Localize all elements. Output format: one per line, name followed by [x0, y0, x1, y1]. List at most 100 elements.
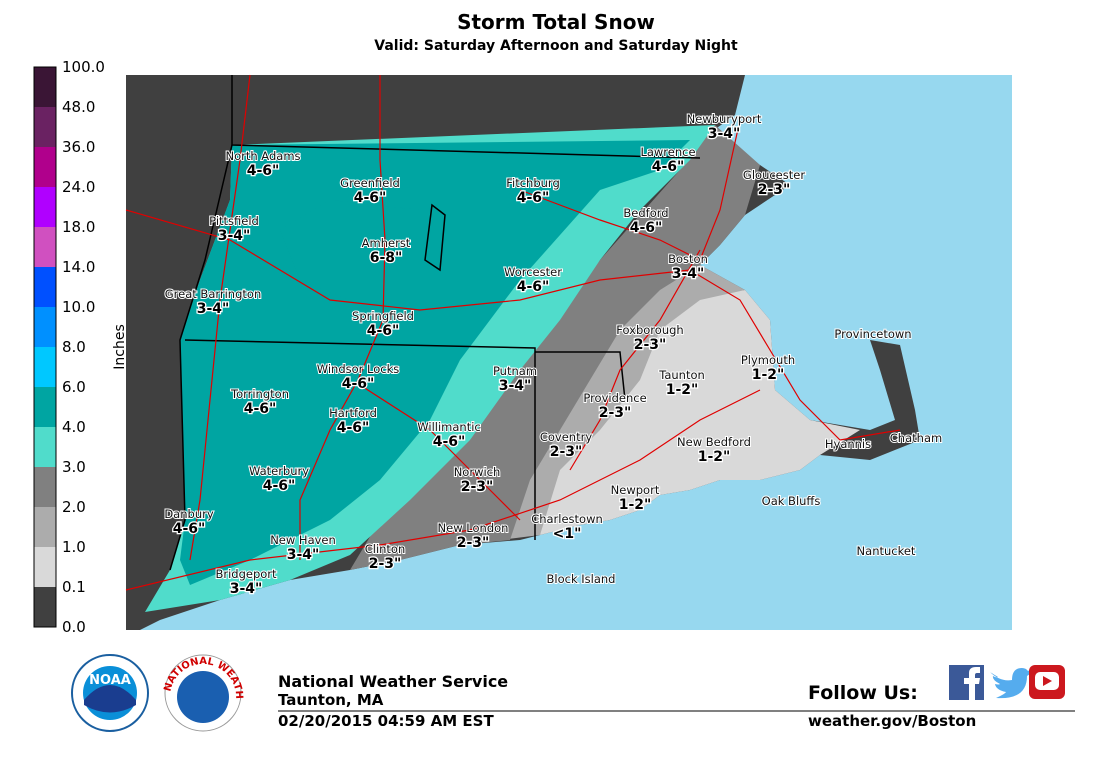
follow-label: Follow Us: — [808, 682, 918, 704]
legend-tick: 3.0 — [62, 458, 86, 476]
city-name: Willimantic — [417, 420, 480, 434]
city-name: Fitchburg — [506, 176, 560, 190]
legend-tick: 14.0 — [62, 258, 95, 276]
city-name: Norwich — [454, 465, 501, 479]
legend-swatch — [34, 147, 56, 187]
city-name: Provincetown — [834, 327, 911, 341]
location: Taunton, MA — [278, 691, 384, 709]
snow-amount: 2-3" — [550, 444, 583, 460]
city-name: Danbury — [164, 507, 214, 521]
title: Storm Total Snow — [457, 10, 655, 34]
legend-tick: 4.0 — [62, 418, 86, 436]
legend-swatch — [34, 347, 56, 387]
city-name: Block Island — [547, 572, 616, 586]
legend-tick: 48.0 — [62, 98, 95, 116]
snow-amount: 1-2" — [619, 497, 652, 513]
city-name: Charlestown — [531, 512, 603, 526]
snow-amount: 1-2" — [698, 449, 731, 465]
snow-amount: 1-2" — [666, 382, 699, 398]
snow-amount: 4-6" — [247, 163, 280, 179]
city-name: Clinton — [365, 542, 406, 556]
city-name: Gloucester — [743, 168, 805, 182]
snow-amount: 2-3" — [599, 405, 632, 421]
city-name: Coventry — [540, 430, 592, 444]
city-name: Plymouth — [741, 353, 795, 367]
legend-swatch — [34, 227, 56, 267]
legend-label: Inches — [112, 324, 128, 369]
legend: 100.0 48.0 36.0 24.0 18.0 14.0 10.0 8.0 6.0 4.0 3.… — [33, 58, 105, 636]
url: weather.gov/Boston — [808, 712, 976, 730]
legend-frame — [33, 66, 57, 628]
city-name: Bridgeport — [215, 567, 277, 581]
city-name: North Adams — [225, 149, 300, 163]
snow-amount: 4-6" — [433, 434, 466, 450]
legend-swatch — [34, 467, 56, 507]
snow-amount: 4-6" — [342, 376, 375, 392]
city-name: Pittsfield — [209, 214, 259, 228]
legend-swatch — [34, 187, 56, 227]
legend-swatch — [34, 267, 56, 307]
legend-swatch — [34, 507, 56, 547]
snow-amount: 1-2" — [752, 367, 785, 383]
snow-amount: 3-4" — [499, 378, 532, 394]
city-name: Bedford — [623, 206, 668, 220]
city-name: Windsor Locks — [317, 362, 400, 376]
snow-amount: <1" — [553, 526, 582, 542]
snow-amount: 4-6" — [630, 220, 663, 236]
city-name: Boston — [668, 252, 708, 266]
legend-tick: 8.0 — [62, 338, 86, 356]
snow-amount: 3-4" — [287, 547, 320, 563]
snow-amount: 2-3" — [369, 556, 402, 572]
subtitle: Valid: Saturday Afternoon and Saturday N… — [374, 38, 738, 54]
snow-amount: 4-6" — [173, 521, 206, 537]
city-name: Taunton — [658, 368, 705, 382]
snow-amount: 4-6" — [263, 478, 296, 494]
snow-amount: 6-8" — [370, 250, 403, 266]
snow-amount: 2-3" — [461, 479, 494, 495]
city-name: Worcester — [504, 265, 562, 279]
legend-tick: 1.0 — [62, 538, 86, 556]
city-name: Nantucket — [857, 544, 916, 558]
legend-tick: 6.0 — [62, 378, 86, 396]
snow-amount: 4-6" — [517, 279, 550, 295]
snow-amount: 3-4" — [708, 126, 741, 142]
city-name: Newburyport — [687, 112, 762, 126]
legend-tick: 100.0 — [62, 58, 105, 76]
legend-swatch — [34, 587, 56, 627]
city-name: Putnam — [493, 364, 537, 378]
city-name: Providence — [583, 391, 646, 405]
map: North Adams4-6"Greenfield4-6"Fitchburg4-… — [125, 74, 1012, 630]
legend-tick: 36.0 — [62, 138, 95, 156]
legend-tick: 2.0 — [62, 498, 86, 516]
city-name: Great Barrington — [165, 287, 261, 301]
snow-amount: 2-3" — [758, 182, 791, 198]
city-name: Hyannis — [825, 437, 871, 451]
legend-swatch — [34, 547, 56, 587]
snow-amount: 2-3" — [457, 535, 490, 551]
city-name: New Bedford — [677, 435, 751, 449]
legend-swatch — [34, 427, 56, 467]
snow-amount: 4-6" — [367, 323, 400, 339]
city-name: Springfield — [352, 309, 414, 323]
city-name: Greenfield — [340, 176, 400, 190]
city-name: New London — [438, 521, 509, 535]
snow-amount: 4-6" — [517, 190, 550, 206]
twitter-icon[interactable] — [990, 668, 1032, 699]
city-name: New Haven — [270, 533, 336, 547]
city-name: Waterbury — [249, 464, 309, 478]
legend-tick: 0.1 — [62, 578, 86, 596]
legend-swatch — [34, 107, 56, 147]
city-name: Hartford — [329, 406, 377, 420]
city-name: Newport — [611, 483, 660, 497]
city-name: Amherst — [362, 236, 411, 250]
timestamp: 02/20/2015 04:59 AM EST — [278, 712, 494, 730]
office: National Weather Service — [278, 672, 508, 691]
noaa-logo-text: NOAA — [89, 673, 131, 688]
legend-tick: 24.0 — [62, 178, 95, 196]
city-name: Oak Bluffs — [762, 494, 821, 508]
legend-swatch — [34, 387, 56, 427]
snow-amount: 3-4" — [672, 266, 705, 282]
legend-tick: 0.0 — [62, 618, 86, 636]
snow-amount: 4-6" — [337, 420, 370, 436]
